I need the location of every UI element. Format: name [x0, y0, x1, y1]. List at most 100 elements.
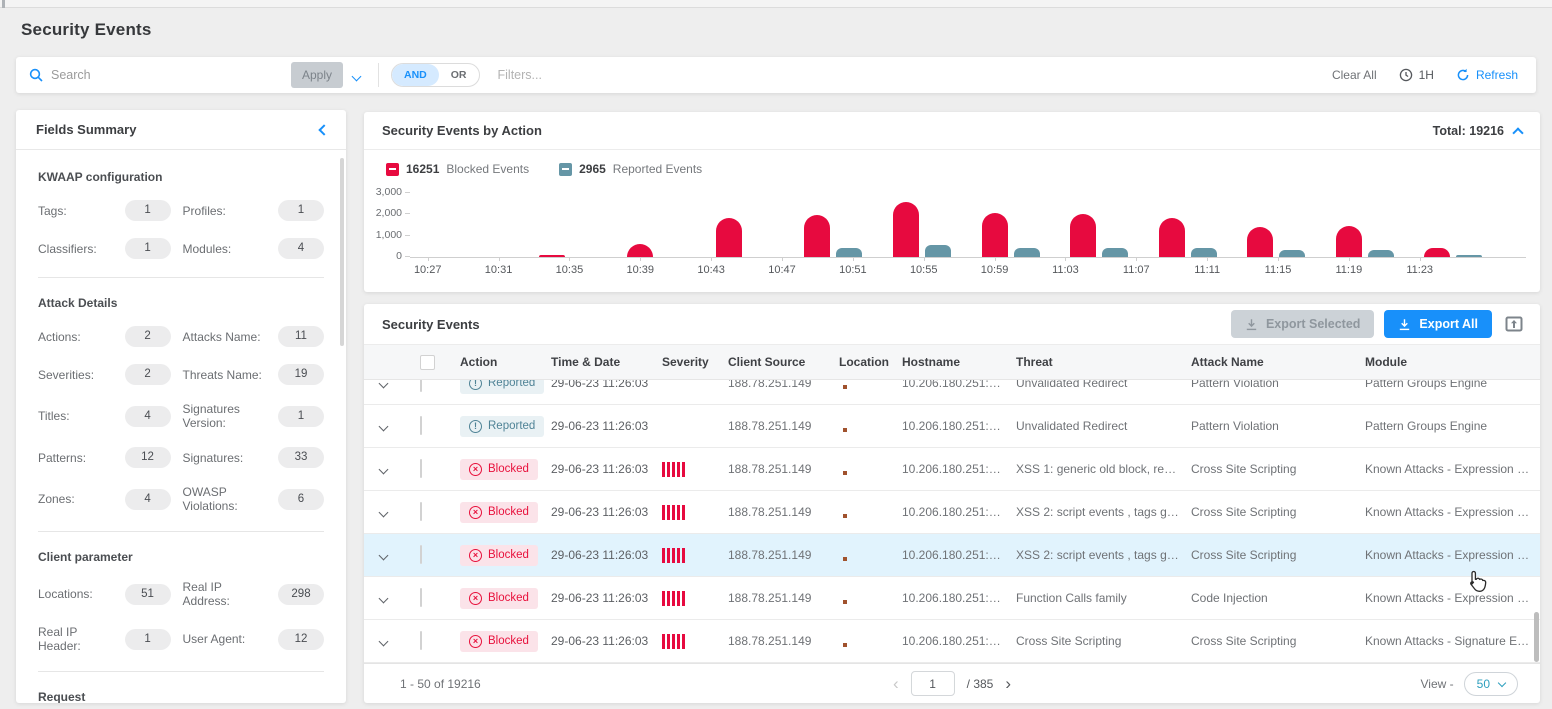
- bar-blocked-events[interactable]: [538, 255, 565, 257]
- row-checkbox[interactable]: [420, 380, 422, 392]
- table-row[interactable]: × Blocked 29-06-23 11:26:03 188.78.251.149 1…: [364, 620, 1540, 663]
- table-row[interactable]: ! Reported 29-06-23 11:26:03 188.78.251.149…: [364, 405, 1540, 448]
- view-dropdown[interactable]: 50: [1463, 671, 1518, 696]
- field-count-pill[interactable]: 298: [278, 583, 324, 605]
- export-selected-button[interactable]: Export Selected: [1230, 310, 1375, 338]
- field-count-pill[interactable]: 1: [124, 628, 171, 650]
- client-source-cell: 188.78.251.149: [728, 380, 812, 390]
- bar-blocked-events[interactable]: [1424, 247, 1451, 257]
- bar-blocked-events[interactable]: [1335, 226, 1362, 257]
- table-scrollbar[interactable]: [1534, 612, 1539, 662]
- table-row[interactable]: × Blocked 29-06-23 11:26:03 188.78.251.149 1…: [364, 491, 1540, 534]
- expand-chevron-icon[interactable]: [378, 593, 389, 604]
- bar-reported-events[interactable]: [1102, 248, 1129, 257]
- field-count-pill[interactable]: 11: [278, 326, 324, 347]
- clock-icon: [1399, 68, 1412, 82]
- x-axis-tick: [782, 257, 783, 261]
- bar-reported-events[interactable]: [1367, 249, 1394, 257]
- bar-blocked-events[interactable]: [1247, 227, 1274, 257]
- fields-summary-title: Fields Summary: [36, 122, 137, 137]
- field-count-pill[interactable]: 2: [124, 326, 171, 347]
- bar-reported-events[interactable]: [925, 245, 951, 257]
- field-count-pill[interactable]: 33: [278, 447, 324, 468]
- table-row[interactable]: × Blocked 29-06-23 11:26:03 188.78.251.149 1…: [364, 577, 1540, 620]
- table-row[interactable]: ! Reported 29-06-23 11:26:03 188.78.251.149…: [364, 380, 1540, 405]
- filters-input[interactable]: [497, 68, 1332, 82]
- expand-chevron-icon[interactable]: [378, 636, 389, 647]
- search-input[interactable]: [51, 68, 291, 82]
- severity-cell: [662, 633, 728, 649]
- column-header: Threat: [1016, 355, 1053, 369]
- field-count-pill[interactable]: 1: [278, 200, 324, 221]
- x-axis-tick: [923, 257, 925, 261]
- legend-item[interactable]: 16251 Blocked Events: [386, 162, 529, 176]
- field-count-pill[interactable]: 6: [278, 488, 324, 510]
- bar-blocked-events[interactable]: [1070, 214, 1097, 257]
- bar-blocked-events[interactable]: [981, 213, 1008, 257]
- field-count-pill[interactable]: 1: [124, 200, 171, 221]
- bar-reported-events[interactable]: [1190, 247, 1217, 257]
- action-label: Reported: [488, 380, 536, 389]
- expand-chevron-icon[interactable]: [378, 464, 389, 475]
- bar-blocked-events[interactable]: [804, 215, 831, 257]
- row-checkbox[interactable]: [420, 631, 422, 650]
- bar-blocked-events[interactable]: [1158, 217, 1185, 257]
- view-label: View -: [1420, 676, 1454, 691]
- action-badge: × Blocked: [460, 630, 538, 652]
- action-badge: × Blocked: [460, 501, 538, 523]
- bar-reported-events[interactable]: [836, 248, 863, 257]
- collapse-panel-chevron-icon[interactable]: [318, 123, 330, 136]
- row-checkbox[interactable]: [420, 545, 422, 564]
- prev-page-icon[interactable]: ‹: [892, 674, 899, 693]
- table-row[interactable]: × Blocked 29-06-23 11:26:03 188.78.251.149 1…: [364, 448, 1540, 491]
- bar-blocked-events[interactable]: [715, 217, 742, 257]
- bar-blocked-events[interactable]: [627, 243, 654, 257]
- select-all-checkbox[interactable]: [420, 354, 435, 370]
- field-count-pill[interactable]: 1: [278, 405, 324, 427]
- row-checkbox[interactable]: [420, 459, 422, 478]
- field-count-pill[interactable]: 2: [124, 364, 171, 385]
- field-count-pill[interactable]: 12: [124, 447, 171, 468]
- bar-blocked-events[interactable]: [893, 201, 919, 257]
- field-count-pill[interactable]: 12: [278, 628, 324, 650]
- row-checkbox[interactable]: [420, 588, 422, 607]
- expand-chevron-icon[interactable]: [378, 507, 389, 518]
- chart-legend: 16251 Blocked Events 2965 Reported Events: [364, 150, 1540, 180]
- clear-all-button[interactable]: Clear All: [1331, 68, 1377, 82]
- bar-reported-events[interactable]: [1279, 249, 1306, 257]
- client-source-cell: 188.78.251.149: [728, 548, 812, 562]
- x-axis-tick: [1065, 257, 1067, 261]
- sidebar-scrollbar[interactable]: [340, 158, 344, 346]
- page-input[interactable]: [910, 671, 955, 696]
- download-icon: [1400, 318, 1410, 330]
- apply-dropdown-chevron-icon[interactable]: [351, 71, 362, 82]
- field-count-pill[interactable]: 1: [124, 238, 171, 259]
- save-view-button[interactable]: [1502, 313, 1526, 335]
- table-row[interactable]: × Blocked 29-06-23 11:26:03 188.78.251.149 1…: [364, 534, 1540, 577]
- refresh-button[interactable]: Refresh: [1456, 68, 1518, 82]
- or-option[interactable]: OR: [450, 69, 467, 81]
- bar-reported-events[interactable]: [1456, 255, 1483, 257]
- collapse-chart-chevron-icon[interactable]: [1512, 126, 1524, 139]
- row-checkbox[interactable]: [420, 416, 422, 435]
- apply-button[interactable]: Apply: [291, 62, 343, 88]
- pagination: ‹ / 385 ›: [893, 671, 1011, 696]
- row-checkbox[interactable]: [420, 502, 422, 521]
- legend-item[interactable]: 2965 Reported Events: [559, 162, 702, 176]
- bar-reported-events[interactable]: [1013, 247, 1040, 257]
- and-option[interactable]: AND: [392, 64, 439, 86]
- field-count-pill[interactable]: 51: [124, 583, 171, 605]
- expand-chevron-icon[interactable]: [378, 380, 389, 389]
- expand-chevron-icon[interactable]: [378, 550, 389, 561]
- module-cell: Pattern Groups Engine: [1365, 419, 1488, 433]
- field-count-pill[interactable]: 19: [278, 364, 324, 385]
- checkbox-cell: [420, 502, 460, 521]
- export-all-button[interactable]: Export All: [1384, 310, 1492, 338]
- expand-chevron-icon[interactable]: [378, 421, 389, 432]
- field-count-pill[interactable]: 4: [124, 405, 171, 427]
- time-range-button[interactable]: 1H: [1399, 68, 1434, 82]
- field-count-pill[interactable]: 4: [124, 488, 171, 510]
- view-chevron-down-icon: [1497, 678, 1507, 687]
- field-count-pill[interactable]: 4: [278, 238, 324, 259]
- next-page-icon[interactable]: ›: [1005, 674, 1012, 693]
